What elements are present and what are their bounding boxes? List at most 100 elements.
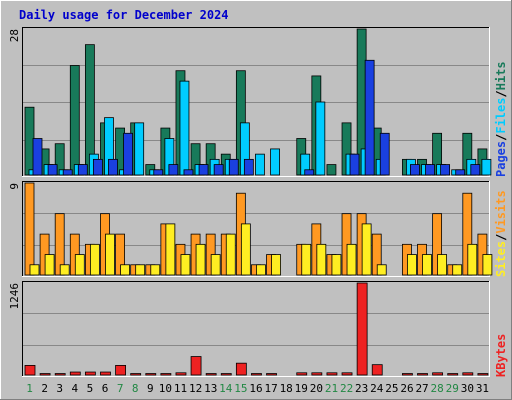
hits-files-pages-bar-hits bbox=[69, 65, 80, 176]
x-tick-label: 8 bbox=[132, 382, 139, 395]
hits-files-pages-axis-max-label: 28 bbox=[8, 29, 21, 42]
kbytes-bar-kbytes bbox=[145, 373, 157, 376]
legend-separator: / bbox=[494, 134, 508, 141]
x-tick-label: 20 bbox=[310, 382, 323, 395]
x-tick-label: 12 bbox=[189, 382, 202, 395]
x-tick-label: 24 bbox=[370, 382, 384, 395]
legend-pages: Pages bbox=[494, 141, 508, 177]
hits-files-pages-bar-pages bbox=[108, 158, 118, 176]
hits-files-pages-bar-pages bbox=[198, 164, 209, 176]
x-tick-label: 5 bbox=[87, 382, 94, 395]
x-tick-label: 11 bbox=[174, 382, 187, 395]
kbytes-bar-kbytes bbox=[311, 372, 323, 376]
hits-files-pages-bar-files bbox=[481, 158, 492, 176]
x-tick-label: 4 bbox=[72, 382, 79, 395]
x-tick-label: 9 bbox=[147, 382, 154, 395]
kbytes-bar-kbytes bbox=[251, 373, 262, 376]
x-tick-label: 19 bbox=[295, 382, 308, 395]
visits-sites-bar-sites bbox=[437, 254, 448, 276]
hits-files-pages-bar-pages bbox=[77, 164, 88, 176]
visits-sites-bar-sites bbox=[59, 264, 70, 276]
kbytes-bar-kbytes bbox=[69, 371, 81, 376]
legend-sites: Sites bbox=[494, 241, 508, 277]
visits-sites-bar-sites bbox=[105, 233, 115, 276]
x-tick-label: 21 bbox=[325, 382, 338, 395]
hits-files-pages-bar-pages bbox=[349, 153, 360, 176]
x-tick-label: 13 bbox=[204, 382, 217, 395]
visits-sites-bar-sites bbox=[135, 264, 146, 276]
x-tick-label: 17 bbox=[264, 382, 277, 395]
kbytes-panel bbox=[22, 281, 490, 377]
hits-files-pages-bar-hits bbox=[326, 164, 337, 176]
legend: Pages/Files/Hits bbox=[494, 61, 508, 177]
visits-sites-bar-sites bbox=[210, 254, 221, 276]
legend-files: Files bbox=[494, 98, 508, 134]
kbytes-bar-kbytes bbox=[24, 365, 36, 376]
visits-sites-bar-visits bbox=[24, 182, 35, 276]
x-tick-label: 28 bbox=[431, 382, 444, 395]
visits-sites-bar-sites bbox=[301, 243, 312, 276]
x-tick-label: 30 bbox=[461, 382, 474, 395]
hits-files-pages-bar-pages bbox=[228, 158, 239, 176]
x-tick-label: 10 bbox=[159, 382, 172, 395]
legend-separator: / bbox=[494, 90, 508, 97]
visits-sites-bar-sites bbox=[240, 223, 251, 276]
hits-files-pages-bar-pages bbox=[425, 164, 435, 176]
kbytes-bar-kbytes bbox=[341, 372, 353, 376]
x-tick-label: 1 bbox=[26, 382, 33, 395]
kbytes-bar-kbytes bbox=[54, 373, 66, 376]
hits-files-pages-bar-pages bbox=[183, 169, 194, 176]
legend-hits: Hits bbox=[494, 61, 508, 90]
kbytes-bar-kbytes bbox=[235, 362, 247, 376]
kbytes-bar-kbytes bbox=[115, 365, 126, 376]
visits-sites-bar-sites bbox=[44, 254, 55, 276]
hits-files-pages-bar-pages bbox=[304, 169, 315, 176]
visits-sites-bar-sites bbox=[89, 243, 100, 276]
hits-files-pages-bar-files bbox=[255, 153, 265, 176]
visits-sites-bar-sites bbox=[467, 243, 478, 276]
visits-sites-bar-sites bbox=[452, 264, 463, 276]
legend-separator: / bbox=[494, 234, 508, 241]
hits-files-pages-bar-files bbox=[270, 148, 280, 176]
kbytes-bar-kbytes bbox=[175, 372, 187, 376]
hits-files-pages-bar-files bbox=[179, 80, 190, 176]
legend: Sites/Visits bbox=[494, 190, 508, 277]
kbytes-bar-kbytes bbox=[447, 373, 459, 376]
visits-sites-bar-sites bbox=[271, 254, 281, 276]
x-tick-label: 22 bbox=[340, 382, 353, 395]
x-tick-label: 29 bbox=[446, 382, 459, 395]
legend-kbytes: KBytes bbox=[494, 334, 508, 377]
x-tick-label: 2 bbox=[41, 382, 48, 395]
kbytes-bar-kbytes bbox=[84, 371, 96, 376]
visits-sites-bar-sites bbox=[482, 254, 493, 276]
visits-sites-bar-sites bbox=[361, 223, 372, 276]
hits-files-pages-bar-pages bbox=[364, 59, 375, 176]
hits-files-pages-bar-pages bbox=[62, 169, 73, 176]
legend: KBytes bbox=[494, 334, 508, 377]
x-tick-label: 16 bbox=[249, 382, 262, 395]
visits-sites-bar-visits bbox=[432, 213, 443, 276]
kbytes-bar-kbytes bbox=[356, 282, 368, 376]
hits-files-pages-bar-pages bbox=[410, 164, 420, 176]
kbytes-bar-kbytes bbox=[402, 373, 413, 376]
visits-sites-bar-sites bbox=[150, 264, 161, 276]
visits-sites-bar-sites bbox=[180, 254, 191, 276]
visits-sites-bar-sites bbox=[256, 264, 266, 276]
kbytes-bar-kbytes bbox=[266, 373, 277, 376]
kbytes-bar-kbytes bbox=[326, 372, 338, 376]
kbytes-bar-kbytes bbox=[371, 364, 383, 376]
hits-files-pages-bar-files bbox=[134, 122, 145, 176]
visits-sites-bar-visits bbox=[54, 213, 65, 276]
kbytes-bar-kbytes bbox=[100, 371, 111, 376]
hits-files-pages-bar-files bbox=[315, 101, 326, 176]
kbytes-bar-kbytes bbox=[220, 373, 232, 376]
kbytes-bar-kbytes bbox=[130, 373, 142, 376]
x-tick-label: 27 bbox=[415, 382, 428, 395]
visits-sites-axis-max-label: 9 bbox=[8, 183, 21, 190]
hits-files-pages-bar-pages bbox=[455, 169, 466, 176]
visits-sites-bar-visits bbox=[371, 233, 382, 276]
visits-sites-bar-sites bbox=[225, 233, 236, 276]
x-tick-label: 26 bbox=[400, 382, 413, 395]
